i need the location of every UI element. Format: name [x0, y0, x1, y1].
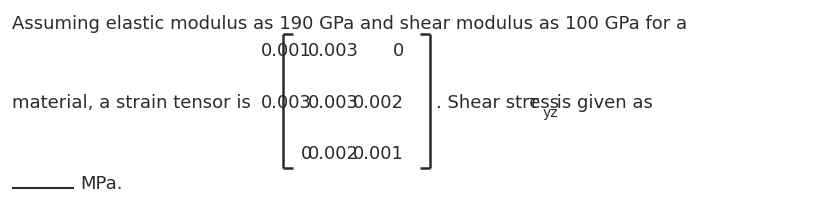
Text: 0: 0 — [393, 42, 404, 60]
Text: material, a strain tensor is: material, a strain tensor is — [12, 94, 251, 112]
Text: MPa.: MPa. — [80, 175, 123, 193]
Text: 0.001: 0.001 — [261, 42, 312, 60]
Text: 0.001: 0.001 — [353, 145, 404, 163]
Text: 0.002: 0.002 — [353, 94, 404, 112]
Text: 0.002: 0.002 — [308, 145, 359, 163]
Text: Assuming elastic modulus as 190 GPa and shear modulus as 100 GPa for a: Assuming elastic modulus as 190 GPa and … — [12, 15, 687, 33]
Text: 0.003: 0.003 — [261, 94, 312, 112]
Text: τ: τ — [527, 94, 538, 112]
Text: 0.003: 0.003 — [308, 42, 359, 60]
Text: . Shear stress: . Shear stress — [436, 94, 565, 112]
Text: 0.003: 0.003 — [308, 94, 359, 112]
Text: is given as: is given as — [550, 94, 653, 112]
Text: yz: yz — [543, 106, 559, 120]
Text: 0: 0 — [300, 145, 312, 163]
